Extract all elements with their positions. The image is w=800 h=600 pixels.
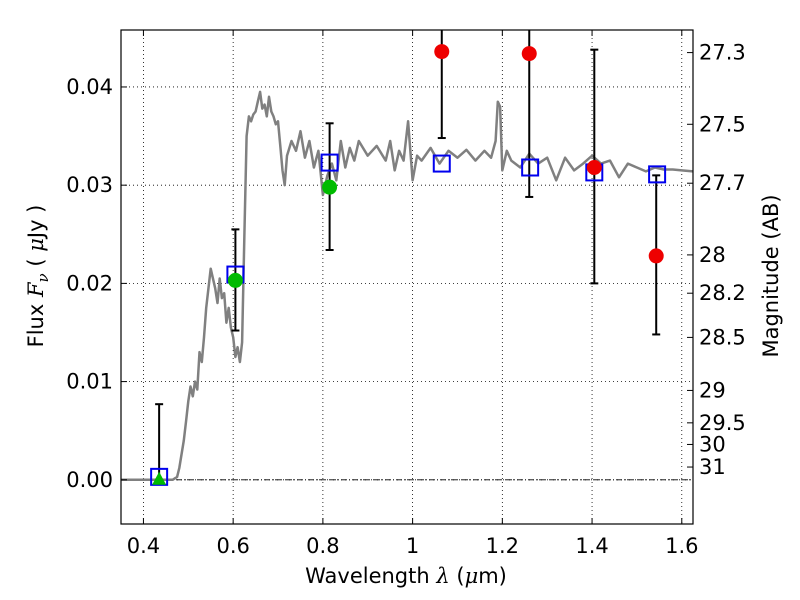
magnitude-tick-label: 28 — [699, 243, 726, 267]
observed-flux-point — [521, 46, 537, 62]
x-axis-label: Wavelength λ (μm) — [305, 564, 507, 588]
model-photometry-square — [432, 154, 451, 173]
magnitude-axis-label: Magnitude (AB) — [759, 194, 783, 357]
observed-flux-point — [648, 248, 664, 264]
x-tick-label: 0.8 — [306, 534, 339, 558]
magnitude-tick-label: 29.5 — [699, 411, 746, 435]
model-sed-line — [121, 90, 694, 482]
observed-flux-point — [434, 44, 450, 60]
y-tick-label: 0.04 — [66, 75, 113, 99]
magnitude-tick-label: 28.5 — [699, 325, 746, 349]
x-tick-label: 0.4 — [127, 534, 160, 558]
observed-flux-point — [227, 272, 243, 288]
x-tick-label: 1.4 — [575, 534, 608, 558]
y-tick-label: 0.02 — [66, 271, 113, 295]
y-tick-label: 0.01 — [66, 370, 113, 394]
observed-flux-point — [586, 159, 602, 175]
model-photometry-square — [648, 165, 667, 184]
x-tick-label: 1.6 — [665, 534, 698, 558]
model-photometry-square — [521, 158, 540, 177]
upper-limit-triangle — [152, 471, 167, 485]
model-sed-curve — [121, 90, 694, 482]
magnitude-tick-label: 29 — [699, 378, 726, 402]
x-tick-label: 1.2 — [486, 534, 519, 558]
y-axis-label: Flux Fν ( μJy ) — [24, 205, 52, 348]
magnitude-tick-label: 27.3 — [699, 41, 746, 65]
data-markers — [150, 44, 667, 486]
x-tick-label: 0.6 — [216, 534, 249, 558]
y-tick-label: 0.00 — [66, 468, 113, 492]
plot-frame — [120, 29, 694, 525]
model-photometry-square — [320, 153, 339, 172]
model-photometry-square — [150, 467, 169, 486]
y-tick-label: 0.03 — [66, 173, 113, 197]
x-tick-label: 1 — [406, 534, 419, 558]
x-axis-ticks: 0.4 0.6 0.8 1 1.2 1.4 1.6 — [127, 30, 698, 558]
observed-flux-point — [322, 179, 338, 195]
y-axis-ticks: 0.00 0.01 0.02 0.03 0.04 — [66, 75, 127, 492]
magnitude-tick-label: 27.5 — [699, 112, 746, 136]
magnitude-tick-label: 28.2 — [699, 281, 746, 305]
magnitude-tick-label: 27.7 — [699, 171, 746, 195]
magnitude-tick-label: 31 — [699, 455, 726, 479]
magnitude-tick-label: 30 — [699, 432, 726, 456]
